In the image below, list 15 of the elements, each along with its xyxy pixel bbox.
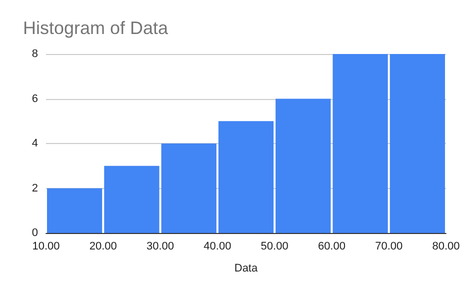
x-tick-label: 70.00 [375,240,403,252]
x-axis-title: Data [234,262,258,274]
x-tick-label: 60.00 [318,240,346,252]
x-tick-label: 40.00 [204,240,232,252]
x-tick-label: 50.00 [260,240,288,252]
y-tick-label: 4 [32,138,38,150]
y-tick-label: 2 [32,182,38,194]
y-tick-label: 0 [32,227,38,239]
x-tick-label: 20.00 [89,240,117,252]
x-tick-label: 10.00 [32,240,60,252]
x-tick-label: 80.00 [432,240,460,252]
y-tick-label: 6 [32,92,38,105]
y-tick-label: 8 [32,48,38,60]
chart-title: Histogram of Data [23,18,170,38]
x-tick-label: 30.00 [146,240,174,252]
